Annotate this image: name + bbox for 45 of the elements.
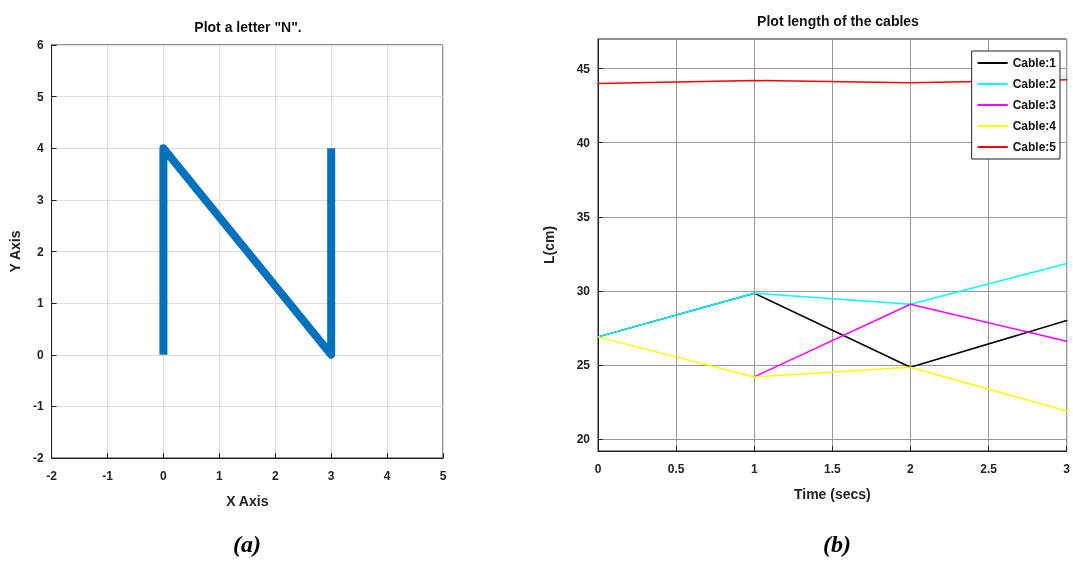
y-tick-label: 30 xyxy=(576,283,591,298)
line-series xyxy=(597,336,1068,412)
y-tick-label: 5 xyxy=(36,89,44,104)
x-axis-title: X Axis xyxy=(226,493,269,509)
text: (b) xyxy=(823,531,851,557)
text: (a) xyxy=(233,531,261,557)
y-tick-label: 6 xyxy=(36,38,44,52)
y-tick-label: 35 xyxy=(576,209,591,224)
y-tick-label: 2 xyxy=(36,244,44,259)
y-tick-label: 25 xyxy=(576,358,591,373)
chart-title: Plot a letter "N". xyxy=(194,19,302,35)
x-tick-label: 2 xyxy=(907,462,915,476)
x-axis-title: Time (secs) xyxy=(793,486,871,502)
x-tick-label: 3 xyxy=(1063,462,1071,476)
line-series xyxy=(597,262,1068,338)
x-tick-label: 1 xyxy=(215,469,223,483)
y-axis-title: Y Axis xyxy=(7,230,23,273)
y-tick-label: -1 xyxy=(32,399,44,414)
y-tick-label: 40 xyxy=(576,135,591,150)
x-tick-label: 2.5 xyxy=(980,462,998,476)
y-axis-title: L(cm) xyxy=(541,225,557,265)
legend-label: Cable:1 xyxy=(1012,56,1057,70)
x-tick-label: -2 xyxy=(46,469,58,483)
y-tick-label: 20 xyxy=(576,432,591,447)
legend-label: Cable:5 xyxy=(1012,140,1057,154)
x-tick-label: 4 xyxy=(383,469,391,483)
x-tick-label: -1 xyxy=(102,469,114,483)
x-tick-label: 1.5 xyxy=(823,462,841,476)
y-tick-label: 1 xyxy=(36,296,44,311)
x-tick-label: 2 xyxy=(271,469,279,483)
y-tick-label: 3 xyxy=(36,192,44,207)
x-tick-label: 0.5 xyxy=(667,462,685,476)
legend-label: Cable:3 xyxy=(1012,98,1057,112)
y-tick-label: 4 xyxy=(36,141,44,156)
y-tick-label: 0 xyxy=(36,347,44,362)
x-tick-label: 0 xyxy=(594,462,602,476)
y-tick-label: 45 xyxy=(576,61,591,76)
x-tick-label: 0 xyxy=(160,469,168,483)
x-tick-label: 5 xyxy=(439,469,447,483)
x-tick-label: 1 xyxy=(750,462,758,476)
legend-label: Cable:4 xyxy=(1012,119,1057,133)
x-tick-label: 3 xyxy=(327,469,335,483)
y-tick-label: -2 xyxy=(32,451,44,465)
chart-title: Plot length of the cables xyxy=(757,13,920,29)
legend-label: Cable:2 xyxy=(1012,77,1057,91)
